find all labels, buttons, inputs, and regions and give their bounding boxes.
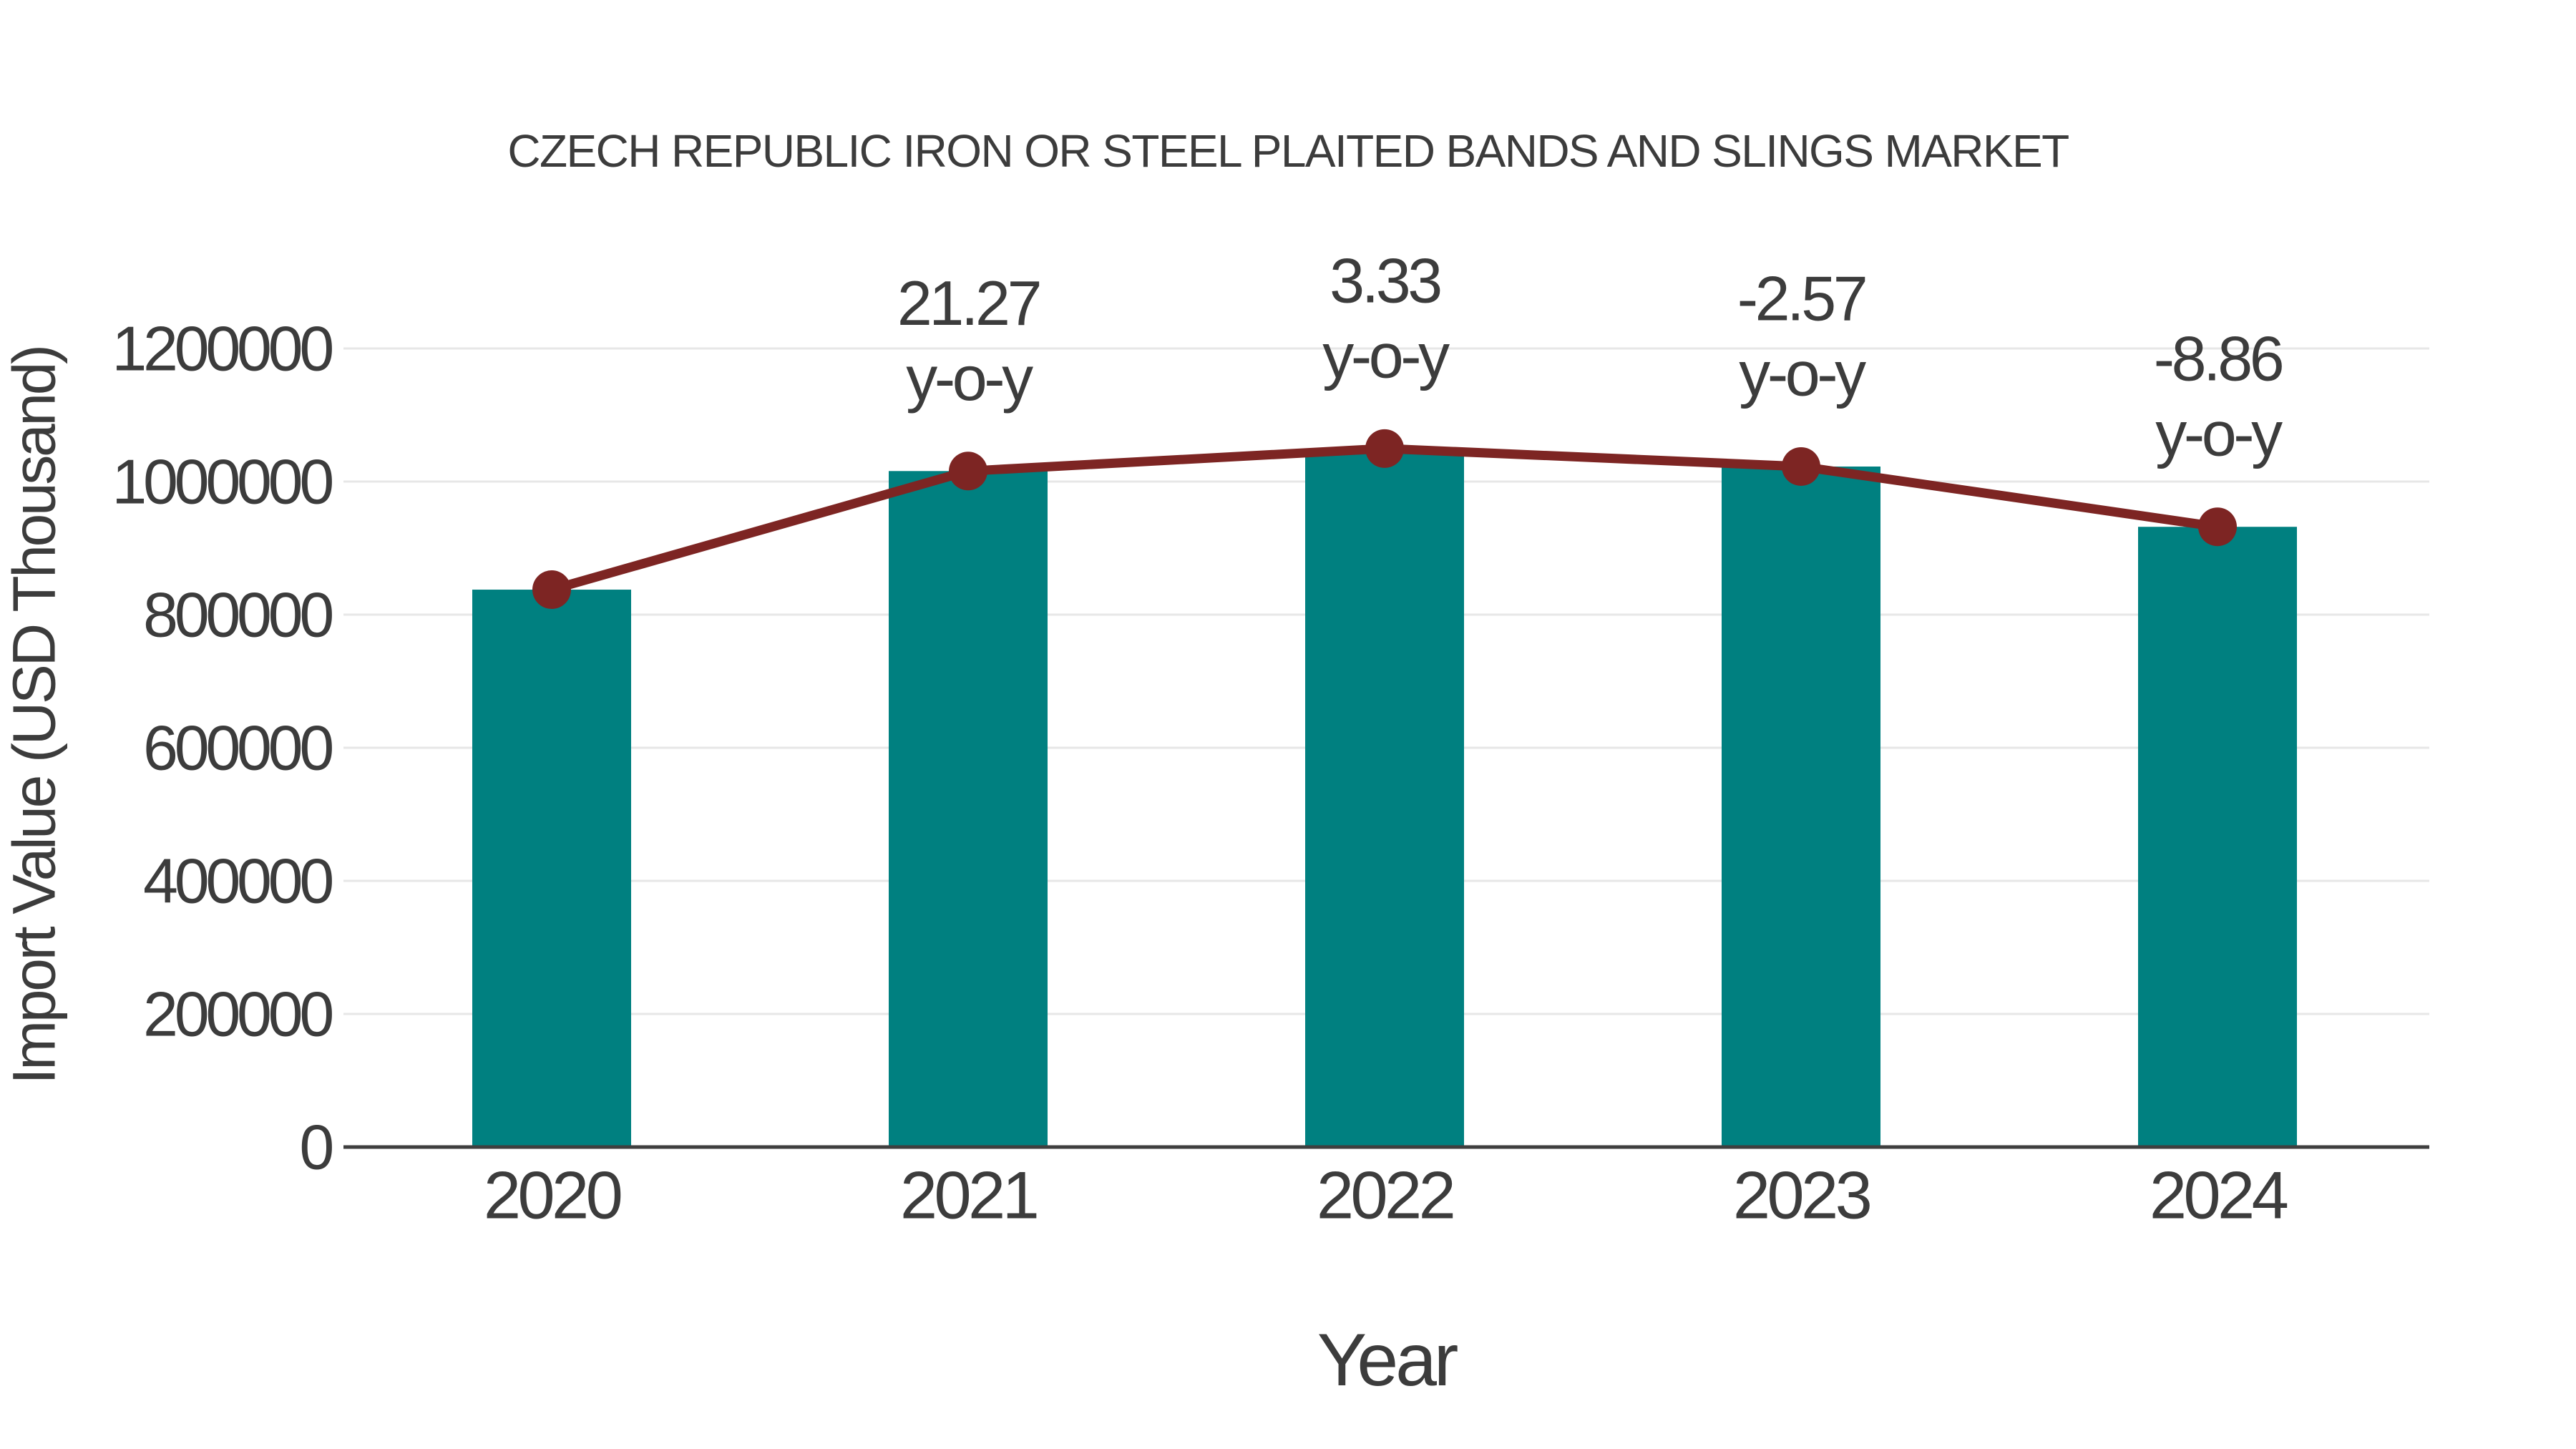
bar [1305,448,1464,1147]
annotation-suffix: y-o-y [906,343,1033,414]
x-tick-label: 2021 [900,1158,1037,1233]
bar [889,471,1048,1147]
annotation-suffix: y-o-y [1322,320,1450,391]
x-tick-label: 2022 [1317,1158,1453,1233]
trend-marker [1365,429,1404,468]
bar [1722,466,1880,1147]
y-tick-label: 200000 [143,979,332,1050]
y-tick-label: 400000 [143,846,332,917]
y-axis-title: Import Value (USD Thousand) [0,346,68,1085]
x-tick-label: 2024 [2150,1158,2288,1233]
trend-marker [949,452,987,491]
y-tick-label: 1000000 [112,447,332,517]
trend-marker [1782,447,1820,486]
chart-title: CZECH REPUBLIC IRON OR STEEL PLAITED BAN… [507,125,2069,177]
y-tick-label: 600000 [143,713,332,784]
annotation-value: -8.86 [2154,323,2283,394]
annotation-suffix: y-o-y [1739,338,1866,409]
y-tick-label: 800000 [143,580,332,650]
trend-marker [532,570,571,610]
bar [472,590,631,1147]
bar [2138,527,2297,1147]
annotation-suffix: y-o-y [2155,399,2283,469]
trend-marker [2198,507,2237,547]
annotation-value: 21.27 [897,268,1040,338]
y-tick-label: 0 [299,1112,332,1183]
y-tick-label: 1200000 [112,313,332,384]
x-tick-label: 2023 [1733,1158,1870,1233]
x-tick-label: 2020 [484,1158,621,1233]
x-axis-title: Year [1317,1319,1459,1402]
annotation-value: -2.57 [1737,263,1865,333]
annotation-value: 3.33 [1330,245,1440,316]
